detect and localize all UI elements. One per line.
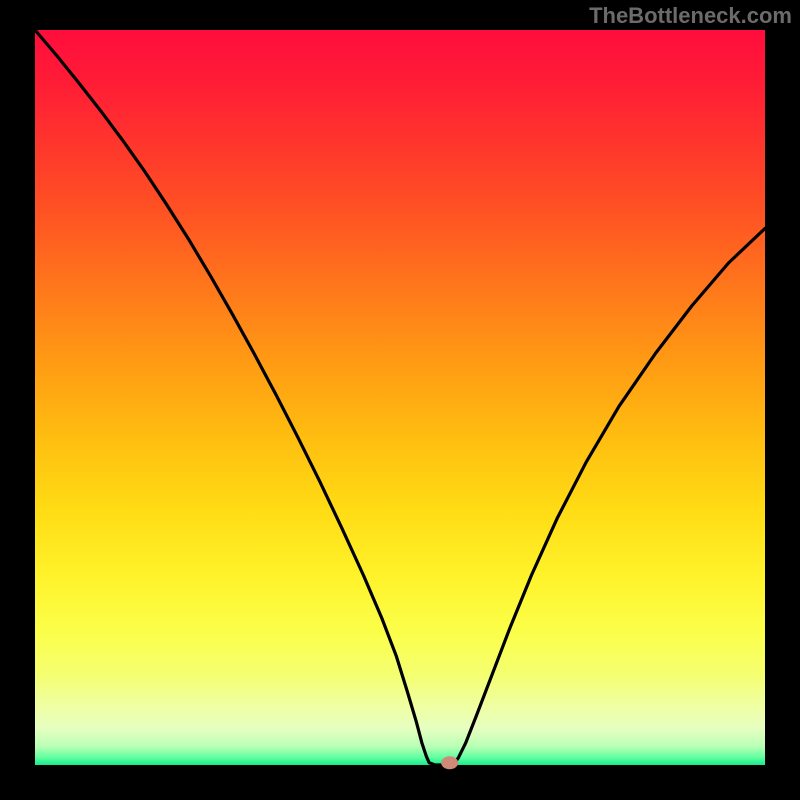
watermark-text: TheBottleneck.com <box>589 3 792 29</box>
chart-container: TheBottleneck.com <box>0 0 800 800</box>
bottleneck-chart <box>0 0 800 800</box>
plot-background <box>35 30 765 765</box>
bottleneck-marker <box>441 756 458 769</box>
